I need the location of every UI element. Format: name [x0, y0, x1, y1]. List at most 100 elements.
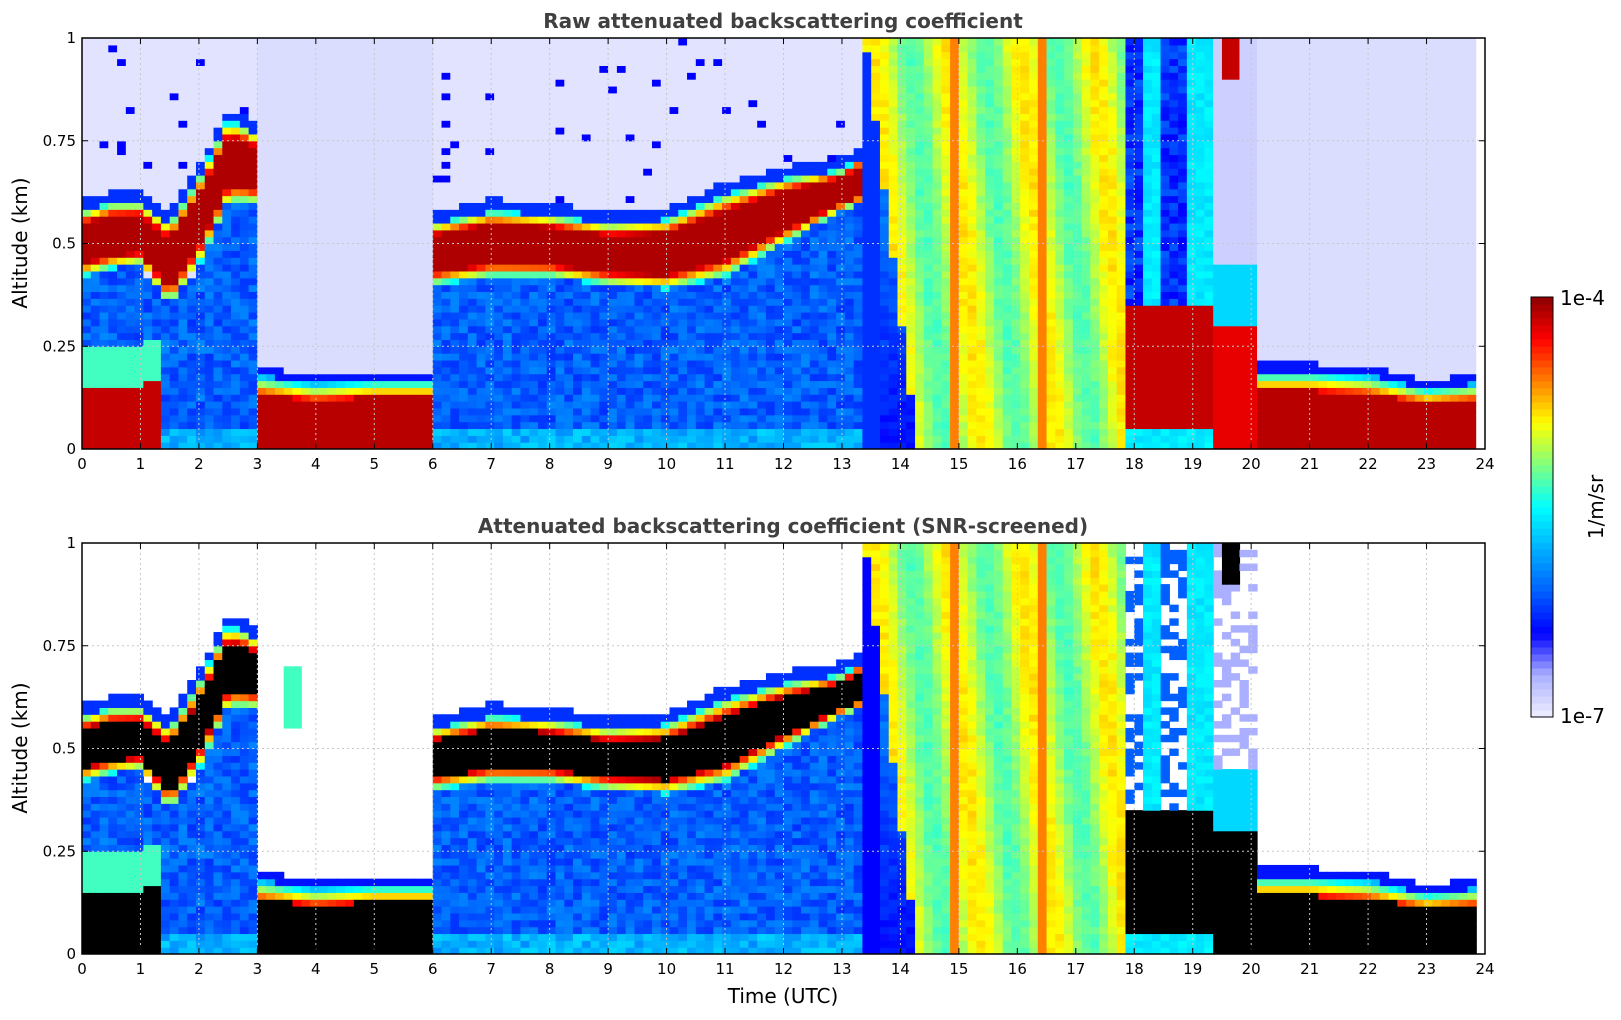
heatmap-cell [117, 435, 127, 443]
heatmap-cell [634, 51, 644, 60]
heatmap-cell [231, 92, 241, 101]
heatmap-cell [476, 202, 486, 210]
heatmap-cell [450, 380, 460, 388]
heatmap-cell [362, 284, 372, 293]
heatmap-cell [590, 305, 600, 313]
heatmap-cell [309, 442, 320, 449]
heatmap-cell [362, 387, 372, 395]
heatmap-cell [274, 291, 285, 299]
heatmap-cell [801, 312, 811, 320]
heatmap-cell [441, 229, 451, 238]
heatmap-cell [345, 284, 355, 293]
heatmap-cell [748, 325, 758, 334]
heatmap-cell [599, 51, 609, 60]
heatmap-cell [520, 353, 530, 361]
heatmap-cell [476, 58, 486, 66]
heatmap-cell [704, 65, 714, 73]
heatmap-cell [336, 113, 346, 121]
heatmap-cell [669, 65, 679, 73]
heatmap-cell [178, 359, 188, 368]
heatmap-cell [634, 58, 644, 66]
heatmap-cell [432, 92, 443, 101]
heatmap-cell [537, 414, 548, 423]
heatmap-cell [108, 442, 118, 449]
heatmap-cell [695, 51, 706, 60]
heatmap-cell [309, 216, 320, 224]
heatmap-cell [274, 401, 285, 409]
heatmap-cell [599, 298, 609, 306]
heatmap-cell [415, 140, 425, 149]
heatmap-cell [397, 44, 408, 53]
heatmap-cell [239, 346, 250, 354]
heatmap-cell [117, 113, 127, 121]
heatmap-cell [713, 394, 723, 402]
heatmap-cell [274, 154, 285, 162]
heatmap-cell [730, 181, 741, 190]
heatmap-cell [388, 188, 399, 197]
heatmap-cell [467, 298, 478, 306]
heatmap-cell [546, 154, 557, 162]
heatmap-cell [397, 127, 408, 135]
heatmap-cell [117, 92, 127, 101]
heatmap-cell [564, 401, 574, 409]
heatmap-cell [222, 51, 232, 60]
heatmap-cell [108, 58, 118, 66]
heatmap-cell [783, 243, 793, 251]
heatmap-cell [625, 394, 636, 402]
heatmap-cell [669, 442, 679, 449]
heatmap-cell [441, 264, 451, 272]
heatmap-cell [537, 58, 548, 66]
heatmap-cell [309, 305, 320, 313]
heatmap-cell [529, 168, 539, 176]
heatmap-cell [362, 332, 372, 340]
heatmap-cell [441, 58, 451, 66]
heatmap-cell [257, 373, 267, 382]
heatmap-cell [494, 373, 504, 382]
heatmap-cell [239, 318, 250, 327]
heatmap-cell [801, 133, 811, 142]
heatmap-cell [353, 127, 364, 135]
heatmap-cell [152, 373, 162, 382]
heatmap-cell [643, 181, 653, 190]
heatmap-cell [415, 209, 425, 217]
heatmap-cell [441, 414, 451, 423]
heatmap-cell [415, 99, 425, 108]
heatmap-cell [467, 236, 478, 245]
heatmap-cell [99, 243, 109, 251]
heatmap-cell [581, 298, 592, 306]
heatmap-cell [222, 188, 232, 197]
heatmap-cell [678, 428, 688, 436]
heatmap-cell [485, 229, 495, 238]
heatmap-cell [564, 414, 574, 423]
heatmap-cell [546, 147, 557, 156]
heatmap-cell [432, 407, 443, 416]
heatmap-cell [765, 359, 776, 368]
heatmap-cell [792, 195, 802, 203]
heatmap-cell [222, 414, 232, 423]
heatmap-cell [362, 127, 372, 135]
heatmap-cell [581, 38, 592, 46]
heatmap-cell [459, 236, 469, 245]
heatmap-cell [371, 58, 381, 66]
heatmap-cell [511, 120, 522, 128]
heatmap-cell [555, 298, 565, 306]
heatmap-cell [695, 133, 706, 142]
heatmap-cell [634, 222, 644, 231]
heatmap-cell [248, 140, 258, 149]
heatmap-cell [301, 202, 311, 210]
heatmap-cell [266, 168, 276, 176]
heatmap-cell [213, 202, 223, 210]
heatmap-cell [704, 106, 714, 114]
heatmap-cell [494, 353, 504, 361]
heatmap-cell [90, 305, 101, 313]
heatmap-cell [704, 325, 714, 334]
heatmap-cell [774, 188, 785, 197]
heatmap-cell [345, 209, 355, 217]
heatmap-cell [222, 394, 232, 402]
heatmap-cell [801, 353, 811, 361]
heatmap-cell [301, 332, 311, 340]
heatmap-cell [476, 188, 486, 197]
heatmap-cell [292, 175, 302, 183]
heatmap-cell [529, 270, 539, 279]
heatmap-cell [143, 353, 153, 361]
